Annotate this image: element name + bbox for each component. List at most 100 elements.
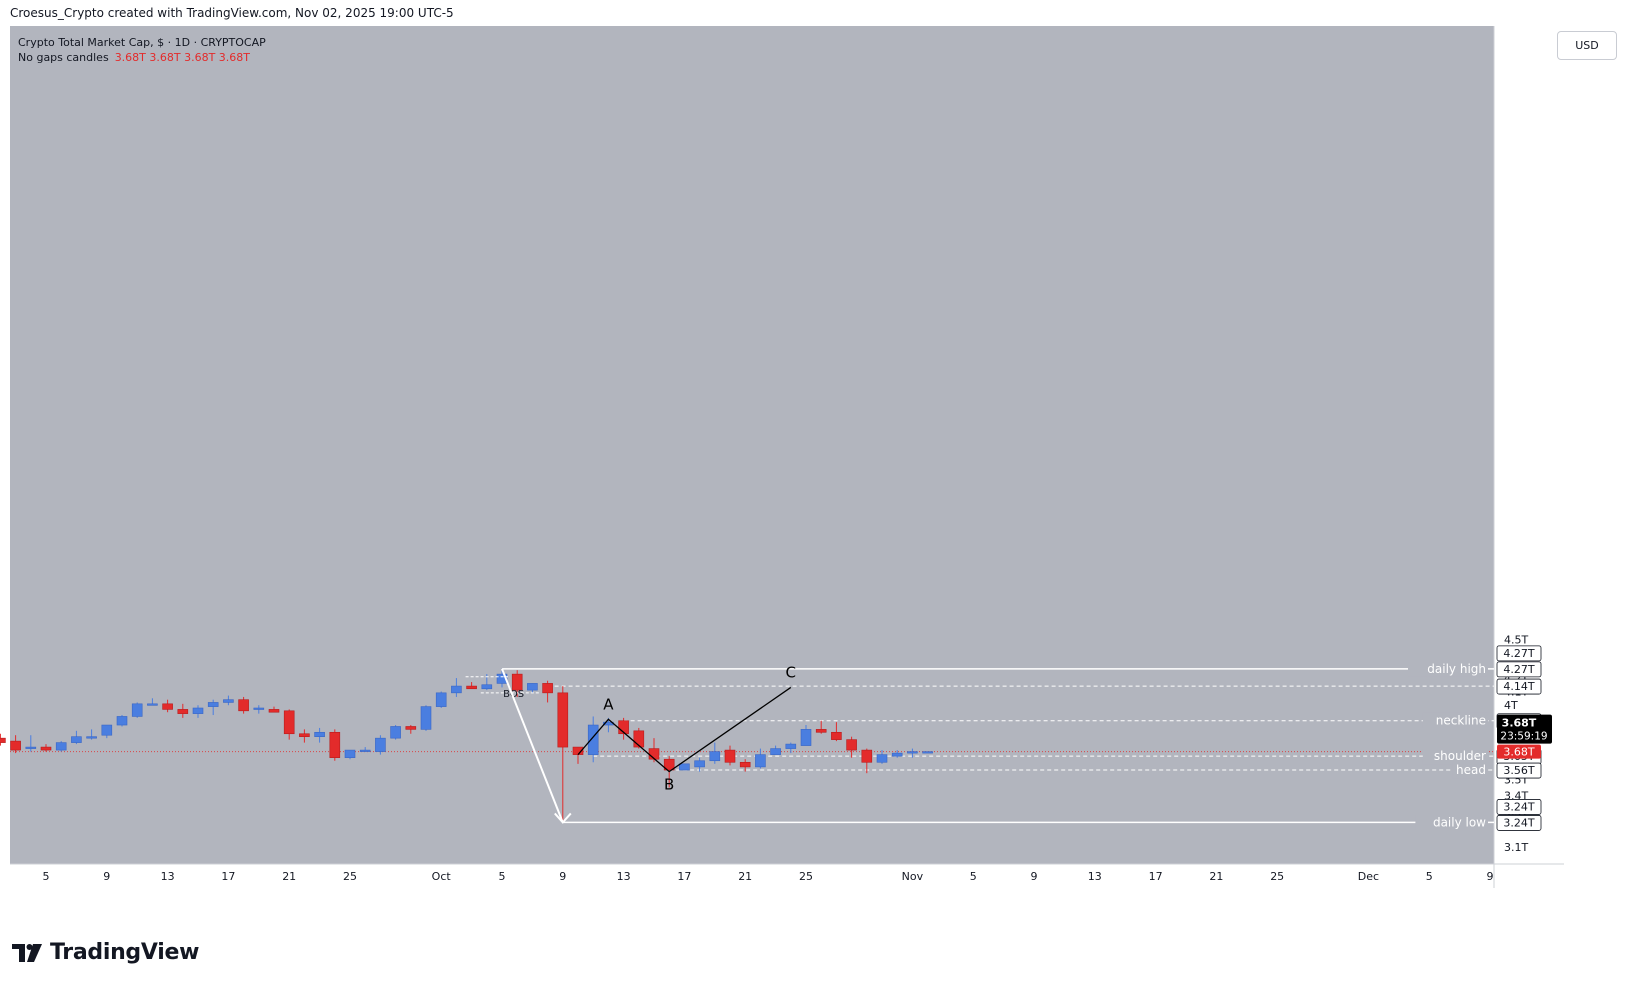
price-badge: 4.14T [1503, 680, 1534, 693]
candle-body [648, 748, 660, 760]
candle-body [116, 716, 128, 726]
candle-body [451, 685, 462, 694]
brand-footer: TradingView [12, 940, 199, 965]
candle-body [268, 709, 280, 713]
candle-body [785, 743, 797, 749]
candle-body [679, 763, 690, 771]
candle-body [162, 703, 173, 710]
candle-body [405, 726, 417, 730]
candle-body [131, 703, 143, 717]
time-axis[interactable] [10, 864, 1564, 888]
indicator-name: No gaps candles [18, 51, 109, 64]
x-tick-label: 25 [343, 870, 357, 883]
candle-body [238, 699, 249, 712]
level-label: head [1456, 763, 1486, 777]
x-tick-label: 21 [1209, 870, 1223, 883]
price-badge-bg [1496, 645, 1542, 662]
level-label: shoulder [1434, 749, 1486, 763]
y-tick-label: 4T [1504, 699, 1518, 712]
candle-body [755, 754, 766, 768]
x-tick-label: 5 [499, 870, 506, 883]
candle-body [496, 673, 508, 684]
level-label: daily low [1433, 815, 1486, 829]
candle-body [922, 751, 933, 754]
x-tick-label: Nov [902, 870, 924, 883]
chart-legend: Crypto Total Market Cap, $ · 1D · CRYPTO… [18, 35, 266, 65]
candle-body [709, 751, 721, 762]
level-label-bg [1422, 748, 1488, 765]
candle-body [0, 737, 6, 743]
candle-body [694, 760, 705, 768]
y-tick-label: 4.5T [1504, 634, 1528, 647]
abc-label-c: C [786, 663, 796, 681]
tradingview-logo-icon [12, 943, 42, 962]
level-label-bg [1422, 712, 1488, 729]
indicator-values: 3.68T 3.68T 3.68T 3.68T [114, 51, 251, 64]
candle-body [55, 742, 67, 751]
candle-body [861, 749, 873, 763]
candle-body [207, 702, 219, 707]
candle-body [907, 751, 918, 754]
candle-body [846, 739, 857, 751]
candle-body [557, 692, 569, 748]
last-price-badge-bg [1497, 714, 1552, 744]
x-tick-label: 9 [1487, 870, 1494, 883]
candle-body [724, 749, 736, 763]
x-tick-label: 25 [799, 870, 813, 883]
candle-body [223, 699, 234, 703]
candle-body [71, 736, 82, 743]
candle-body [101, 724, 113, 736]
candle-countdown: 23:59:19 [1500, 731, 1547, 743]
price-badge: 4.27T [1503, 663, 1534, 676]
candle-body [663, 758, 675, 771]
candle-body [329, 731, 341, 758]
candle-body [800, 729, 812, 746]
x-tick-label: 21 [738, 870, 752, 883]
symbol-line[interactable]: Crypto Total Market Cap, $ · 1D · CRYPTO… [18, 36, 266, 49]
candle-body [253, 707, 265, 710]
candle-body [420, 706, 432, 730]
level-label-bg [1408, 660, 1488, 677]
indicator-line[interactable]: No gaps candles 3.68T 3.68T 3.68T 3.68T [18, 50, 266, 65]
x-tick-label: 5 [970, 870, 977, 883]
candle-body [359, 749, 371, 752]
candle-body [466, 685, 477, 690]
candle-body [40, 746, 52, 751]
secondary-price-badge: 3.68T [1503, 746, 1534, 759]
secondary-price-badge-bg [1497, 744, 1541, 759]
annotations: BOS A B C [465, 663, 796, 824]
candle-body [10, 740, 21, 751]
drop-arrow-head [554, 812, 572, 824]
price-badge-bg [1496, 661, 1542, 678]
candle-body [314, 731, 325, 737]
x-tick-label: 21 [282, 870, 296, 883]
abc-pattern-line [577, 686, 792, 773]
price-badge: 3.56T [1503, 764, 1534, 777]
candle-body [192, 707, 204, 714]
x-tick-label: Dec [1358, 870, 1379, 883]
candle-body [435, 692, 447, 707]
price-badge: 3.24T [1503, 816, 1534, 829]
price-badge: 3.24T [1503, 800, 1534, 813]
chart-pane[interactable] [10, 26, 1494, 864]
level-label-bg [1452, 762, 1488, 779]
candle-body [375, 737, 386, 752]
currency-button[interactable]: USD [1557, 31, 1617, 60]
candle-body [86, 736, 97, 739]
candle-body [147, 703, 158, 706]
x-tick-label: 9 [1031, 870, 1038, 883]
time-ticks: 5 9 13 17 21 25 Oct 5 9 13 17 21 25 Nov 5 9 13 17 21 25 Dec 5… [43, 870, 1494, 883]
x-tick-label: 5 [1426, 870, 1433, 883]
y-tick-label: 3.1T [1504, 841, 1528, 854]
candle-body [344, 749, 356, 758]
x-tick-label: Oct [432, 870, 452, 883]
price-badge: 4.27T [1503, 647, 1534, 660]
level-label: daily high [1427, 662, 1486, 676]
price-badge-bg [1496, 678, 1542, 695]
candle-body [633, 730, 645, 748]
x-tick-label: 17 [677, 870, 691, 883]
candle-body [25, 746, 37, 749]
price-badge-bg [1496, 815, 1542, 831]
level-label-bg [1415, 814, 1488, 831]
